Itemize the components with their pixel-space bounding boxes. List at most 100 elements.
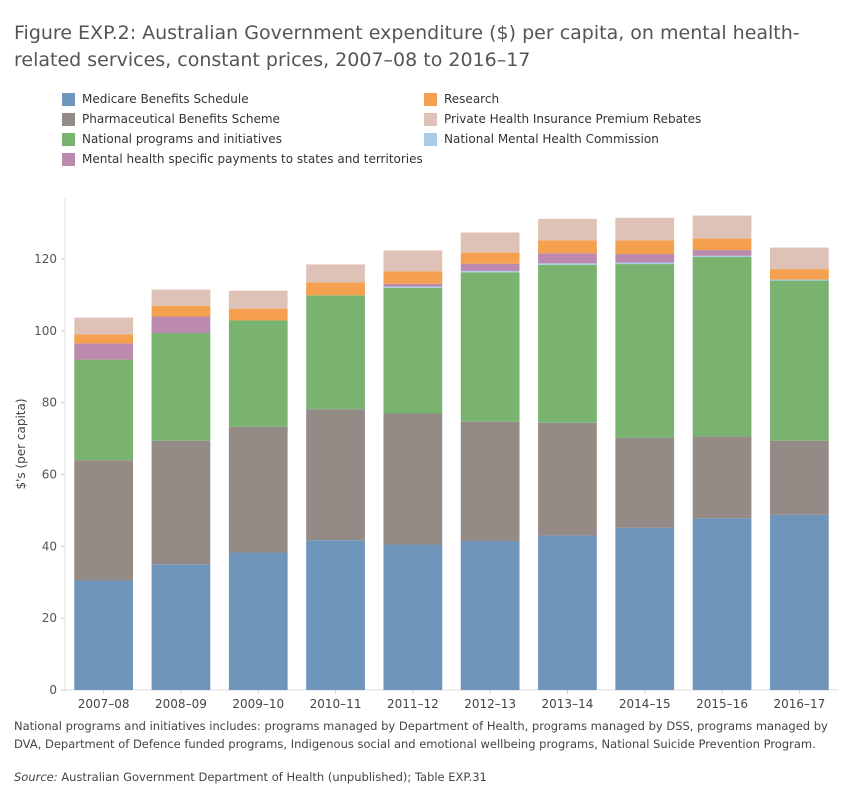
bar-segment (460, 421, 520, 541)
bar-segment (228, 552, 288, 690)
bar-segment (151, 440, 211, 565)
bar-segment (383, 287, 443, 414)
bar-segment (615, 437, 675, 528)
legend-item-nmhc[interactable]: National Mental Health Commission (424, 132, 659, 146)
source-text: Australian Government Department of Heal… (57, 770, 487, 784)
legend-item-phi-rebates[interactable]: Private Health Insurance Premium Rebates (424, 112, 701, 126)
bar-segment (151, 333, 211, 441)
bar-segment (460, 263, 520, 271)
stacked-bar-chart: 0 20 40 60 80 100 120 $'s (per capita) 2007–08 20… (14, 198, 838, 711)
bar-segment (538, 422, 597, 536)
bar-segment (538, 264, 597, 423)
bar-segment (538, 263, 597, 265)
legend-swatch-state-payments (62, 152, 75, 166)
bar-segment (538, 253, 597, 264)
bar-segment (74, 334, 134, 344)
x-tick-label: 2009–10 (232, 697, 284, 711)
bar-segment (460, 272, 520, 422)
labels-layer: 0 20 40 60 80 100 120 $'s (per capita) 2007–08 20… (14, 252, 825, 711)
bar-segment (615, 254, 675, 263)
bar-segment (228, 290, 288, 309)
x-tick-label: 2015–16 (696, 697, 748, 711)
y-tick-label: 80 (42, 396, 57, 410)
bar-segment (769, 440, 829, 515)
legend-label-national-programs: National programs and initiatives (82, 132, 282, 146)
y-tick-label: 60 (42, 468, 57, 482)
y-tick-label: 120 (34, 252, 57, 266)
x-tick-label: 2014–15 (619, 697, 671, 711)
bar-segment (460, 270, 520, 273)
footnote: National programs and initiatives includ… (14, 719, 828, 751)
bar-segment (228, 308, 288, 321)
bar-segment (615, 240, 675, 255)
bar-segment (383, 271, 443, 284)
bar-segment (383, 413, 443, 545)
bar-segment (692, 215, 752, 239)
source-label: Source: (14, 770, 58, 784)
legend-swatch-national-programs (62, 132, 75, 146)
legend-swatch-pbs (62, 112, 75, 126)
bar-segment (74, 343, 134, 360)
legend-swatch-phi-rebates (424, 112, 437, 126)
legend-item-national-programs[interactable]: National programs and initiatives (62, 132, 282, 146)
bar-segment (692, 518, 752, 690)
x-tick-label: 2007–08 (78, 697, 130, 711)
x-tick-label: 2012–13 (464, 697, 516, 711)
bar-segment (306, 295, 365, 410)
bar-segment (306, 282, 365, 296)
legend-label-medicare: Medicare Benefits Schedule (82, 92, 249, 106)
legend-item-pbs[interactable]: Pharmaceutical Benefits Scheme (62, 112, 280, 126)
bar-segment (306, 264, 365, 283)
y-tick-label: 0 (49, 683, 57, 697)
bar-segment (769, 514, 829, 690)
x-tick-label: 2010–11 (310, 697, 362, 711)
legend-item-research[interactable]: Research (424, 92, 499, 106)
y-tick-label: 100 (34, 324, 57, 338)
bar-segment (383, 250, 443, 272)
bar-segment (615, 217, 675, 241)
source-note: Source: Australian Government Department… (14, 770, 487, 784)
legend-label-research: Research (444, 92, 500, 106)
y-axis-title: $'s (per capita) (14, 398, 28, 489)
bar-segment (538, 240, 597, 254)
x-tick-label: 2011–12 (387, 697, 439, 711)
bar-segment (74, 580, 134, 690)
bar-segment (538, 218, 597, 241)
legend-label-nmhc: National Mental Health Commission (444, 132, 659, 146)
bar-segment (151, 305, 211, 317)
bar-segment (151, 316, 211, 334)
bar-segment (692, 436, 752, 519)
bar-segment (692, 256, 752, 437)
bar-segment (460, 252, 520, 264)
bar-segment (228, 320, 288, 427)
bar-segment (769, 247, 829, 270)
bar-segment (151, 564, 211, 690)
bars-layer (74, 215, 829, 690)
legend-swatch-medicare (62, 92, 75, 106)
bar-segment (383, 544, 443, 690)
legend-swatch-nmhc (424, 132, 437, 146)
legend-label-state-payments: Mental health specific payments to state… (82, 152, 423, 166)
bar-segment (306, 540, 365, 690)
bar-segment (615, 262, 675, 265)
legend-item-medicare[interactable]: Medicare Benefits Schedule (62, 92, 249, 106)
legend-swatch-research (424, 92, 437, 106)
bar-segment (538, 535, 597, 690)
bar-segment (228, 426, 288, 553)
y-tick-label: 40 (42, 539, 57, 553)
legend: Medicare Benefits Schedule Research Phar… (62, 92, 782, 172)
bar-segment (692, 250, 752, 256)
bar-segment (383, 283, 443, 287)
bar-segment (383, 286, 443, 288)
bar-segment (306, 409, 365, 541)
chart-title: Figure EXP.2: Australian Government expe… (14, 22, 800, 71)
legend-item-state-payments[interactable]: Mental health specific payments to state… (62, 152, 423, 166)
bar-segment (74, 359, 134, 461)
bar-segment (460, 540, 520, 690)
x-tick-label: 2008–09 (155, 697, 207, 711)
y-tick-label: 20 (42, 611, 57, 625)
bar-segment (692, 238, 752, 251)
bar-segment (151, 289, 211, 306)
bar-segment (769, 269, 829, 280)
bar-segment (615, 264, 675, 438)
